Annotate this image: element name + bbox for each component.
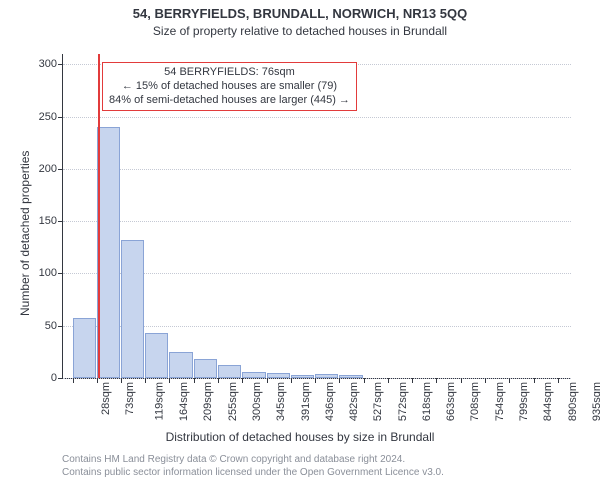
page-title: 54, BERRYFIELDS, BRUNDALL, NORWICH, NR13… [0, 6, 600, 21]
xtick-mark [339, 378, 340, 383]
xtick-label: 391sqm [300, 382, 312, 421]
xtick-label: 482sqm [349, 382, 361, 421]
footer-line: Contains HM Land Registry data © Crown c… [62, 454, 444, 467]
annotation-box: 54 BERRYFIELDS: 76sqm← 15% of detached h… [102, 62, 357, 111]
ytick-label: 150 [39, 215, 63, 227]
ytick-label: 0 [51, 372, 63, 384]
footer-line: Contains public sector information licen… [62, 467, 444, 480]
histogram-bar [315, 374, 338, 378]
xtick-label: 119sqm [154, 382, 166, 420]
xtick-label: 890sqm [567, 382, 579, 421]
xtick-label: 708sqm [469, 382, 481, 421]
ytick-label: 300 [39, 58, 63, 70]
xtick-mark [73, 378, 74, 383]
histogram-bar [145, 333, 168, 378]
xtick-label: 663sqm [445, 382, 457, 421]
xtick-mark [364, 378, 365, 383]
xtick-label: 935sqm [591, 382, 600, 421]
xtick-mark [485, 378, 486, 383]
histogram-bar [218, 365, 241, 378]
annotation-line: 54 BERRYFIELDS: 76sqm [109, 66, 350, 80]
xtick-label: 527sqm [373, 382, 385, 421]
xtick-mark [509, 378, 510, 383]
xtick-mark [169, 378, 170, 383]
grid-line [63, 117, 571, 118]
xtick-mark [291, 378, 292, 383]
ytick-label: 50 [45, 320, 63, 332]
xtick-label: 799sqm [518, 382, 530, 421]
chart-container: 54, BERRYFIELDS, BRUNDALL, NORWICH, NR13… [0, 0, 600, 500]
histogram-bar [339, 375, 362, 378]
xtick-mark [315, 378, 316, 383]
xtick-mark [218, 378, 219, 383]
footer-note: Contains HM Land Registry data © Crown c… [62, 454, 444, 479]
histogram-bar [169, 352, 193, 378]
xtick-mark [145, 378, 146, 383]
ytick-label: 250 [39, 111, 63, 123]
ytick-label: 200 [39, 163, 63, 175]
histogram-bar [291, 375, 315, 378]
xtick-mark [121, 378, 122, 383]
annotation-line: 84% of semi-detached houses are larger (… [109, 94, 350, 108]
xtick-label: 436sqm [324, 382, 336, 421]
page-subtitle: Size of property relative to detached ho… [0, 24, 600, 38]
xtick-mark [194, 378, 195, 383]
xtick-mark [461, 378, 462, 383]
annotation-line: ← 15% of detached houses are smaller (79… [109, 80, 350, 94]
xtick-mark [436, 378, 437, 383]
property-marker [98, 54, 100, 378]
xtick-label: 255sqm [227, 382, 239, 421]
x-axis-label: Distribution of detached houses by size … [0, 430, 600, 444]
plot-area: 05010015020025030028sqm73sqm119sqm164sqm… [62, 54, 571, 379]
xtick-mark [412, 378, 413, 383]
xtick-label: 28sqm [100, 382, 112, 415]
grid-line [63, 169, 571, 170]
xtick-mark [558, 378, 559, 383]
xtick-label: 754sqm [494, 382, 506, 421]
xtick-label: 572sqm [397, 382, 409, 421]
y-axis-label: Number of detached properties [18, 151, 32, 316]
xtick-mark [97, 378, 98, 383]
histogram-bar [121, 240, 144, 378]
xtick-label: 300sqm [251, 382, 263, 421]
histogram-bar [73, 318, 96, 378]
ytick-label: 100 [39, 267, 63, 279]
xtick-label: 73sqm [124, 382, 136, 415]
xtick-label: 209sqm [203, 382, 215, 421]
xtick-mark [534, 378, 535, 383]
histogram-bar [242, 372, 266, 378]
grid-line [63, 221, 571, 222]
xtick-label: 844sqm [542, 382, 554, 421]
histogram-bar [267, 373, 290, 378]
xtick-mark [242, 378, 243, 383]
histogram-bar [194, 359, 217, 378]
grid-line [63, 378, 571, 379]
xtick-label: 618sqm [421, 382, 433, 421]
xtick-label: 164sqm [178, 382, 190, 421]
xtick-label: 345sqm [275, 382, 287, 421]
xtick-mark [388, 378, 389, 383]
xtick-mark [267, 378, 268, 383]
